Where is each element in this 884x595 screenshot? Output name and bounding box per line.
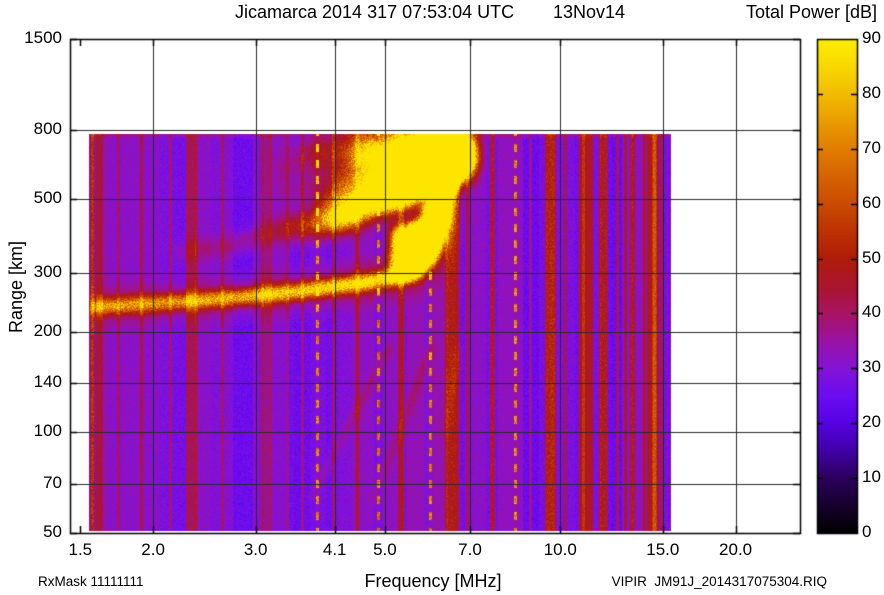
y-tick-label: 500 (33, 187, 62, 207)
y-axis-label: Range [km] (6, 240, 27, 334)
x-tick-label: 4.1 (322, 540, 347, 559)
x-tick-label: 20.0 (719, 540, 753, 559)
rxmask-label: RxMask 11111111 (38, 574, 144, 589)
y-tick-label: 200 (33, 320, 62, 340)
plot-date: 13Nov14 (553, 2, 626, 22)
y-tick-label: 50 (43, 522, 62, 541)
colorbar-tick-label: 40 (862, 302, 881, 322)
colorbar-tick-label: 60 (862, 192, 881, 212)
file-label: VIPIR JM91J_2014317075304.RIQ (611, 574, 827, 589)
x-axis-label: Frequency [MHz] (364, 571, 502, 591)
x-tick-label: 10.0 (543, 540, 577, 559)
y-tick-label: 100 (33, 421, 62, 441)
colorbar-tick-label: 20 (862, 412, 881, 432)
y-tick-label: 800 (33, 119, 62, 139)
y-tick-label: 70 (43, 473, 62, 493)
y-tick-label: 140 (33, 372, 62, 392)
x-tick-label: 5.0 (373, 540, 397, 559)
colorbar-tick-label: 90 (862, 28, 881, 47)
x-tick-label: 1.5 (68, 540, 93, 559)
x-tick-label: 15.0 (646, 540, 680, 559)
y-tick-label: 1500 (24, 28, 62, 47)
colorbar-tick-label: 30 (862, 357, 881, 377)
x-tick-label: 3.0 (243, 540, 268, 559)
x-tick-label: 7.0 (458, 540, 482, 559)
plot-title: Jicamarca 2014 317 07:53:04 UTC (235, 2, 515, 22)
colorbar-tick-label: 80 (862, 82, 881, 102)
colorbar-title: Total Power [dB] (745, 2, 877, 22)
colorbar-tick-label: 70 (862, 137, 881, 157)
colorbar-tick-label: 10 (862, 467, 881, 487)
y-tick-label: 300 (33, 261, 62, 281)
colorbar-tick-label: 50 (862, 247, 881, 267)
x-tick-label: 2.0 (141, 540, 165, 559)
colorbar-tick-label: 0 (862, 522, 872, 541)
